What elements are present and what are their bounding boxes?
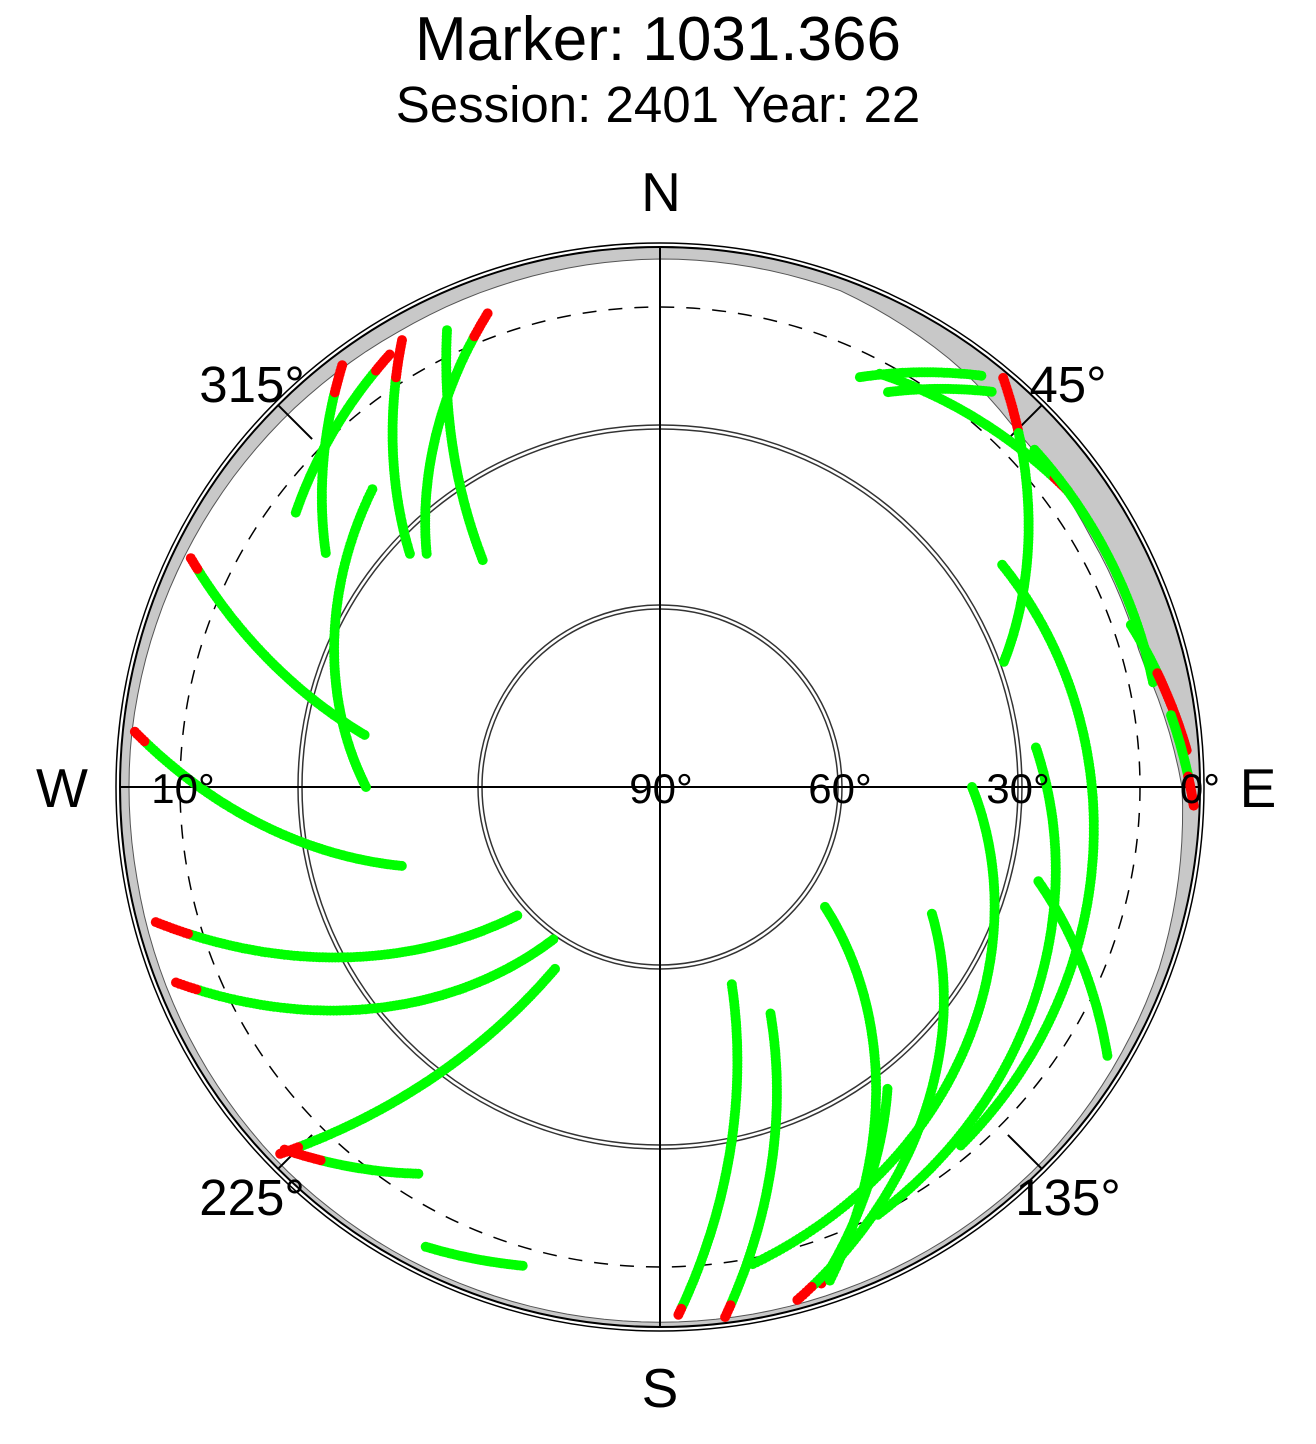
observation-point: [824, 1275, 835, 1286]
satellite-track-8: [1033, 876, 1113, 1061]
satellite-track-1: [854, 367, 987, 383]
observation-point: [998, 656, 1009, 667]
satellite-track-24: [185, 553, 370, 740]
observation-point: [1102, 1050, 1113, 1061]
elevation-label-0: 0°: [1180, 765, 1220, 812]
compass-north: N: [641, 161, 681, 223]
satellite-track-12: [816, 1083, 893, 1289]
satellite-track-29: [316, 360, 348, 558]
observation-point: [986, 386, 997, 397]
satellite-track-28: [441, 325, 488, 566]
satellite-track-14: [792, 908, 949, 1305]
observation-point: [384, 349, 395, 360]
satellite-track-27: [420, 308, 493, 559]
azimuth-tick-315: [277, 404, 313, 440]
sky-grid: [115, 242, 1205, 1332]
azimuth-label-315: 315°: [199, 356, 305, 413]
observation-point: [367, 484, 378, 495]
chart-subtitle: Session: 2401 Year: 22: [396, 76, 921, 133]
compass-south: S: [642, 1357, 679, 1419]
observation-point: [185, 553, 196, 564]
satellite-track-13: [820, 901, 882, 1286]
satellite-track-26: [387, 335, 415, 559]
satellite-track-4: [998, 372, 1034, 667]
elevation-label-30: 30°: [986, 765, 1050, 812]
satellite-track-9: [955, 559, 1099, 1151]
elevation-label-60: 60°: [808, 765, 872, 812]
observation-point: [420, 1241, 431, 1252]
observation-point: [337, 360, 348, 371]
satellite-track-22: [129, 726, 407, 871]
azimuth-label-45: 45°: [1029, 356, 1106, 413]
satellite-tracks: [129, 308, 1199, 1322]
observation-point: [171, 977, 181, 988]
compass-west: W: [36, 757, 88, 819]
compass-east: E: [1240, 757, 1277, 819]
observation-point: [279, 1144, 290, 1155]
horizon-circle-outer: [115, 242, 1205, 1332]
observation-point: [1188, 800, 1199, 811]
satellite-track-15: [720, 1008, 782, 1322]
satellite-track-17: [275, 963, 560, 1159]
satellite-track-7: [1166, 710, 1199, 811]
azimuth-tick-135: [1007, 1134, 1043, 1170]
observation-point: [150, 917, 161, 928]
observation-point: [397, 335, 407, 346]
satellite-track-18: [420, 1241, 528, 1271]
satellite-track-19: [279, 1144, 424, 1179]
observation-point: [129, 726, 140, 737]
azimuth-label-135: 135°: [1015, 1169, 1121, 1226]
observation-point: [792, 1294, 803, 1305]
elevation-label-90: 90°: [629, 765, 693, 812]
satellite-track-11: [872, 742, 1061, 1220]
satellite-track-23: [329, 484, 378, 792]
chart-title: Marker: 1031.366: [415, 5, 901, 74]
satellite-track-21: [150, 910, 523, 963]
observation-point: [442, 325, 452, 336]
observation-point: [720, 1312, 731, 1322]
observation-point: [482, 308, 493, 319]
observation-point: [976, 370, 987, 381]
azimuth-tick-45: [1007, 404, 1043, 440]
azimuth-label-225: 225°: [199, 1169, 305, 1226]
satellite-track-20: [171, 934, 559, 1016]
satellite-track-16: [673, 979, 743, 1320]
elevation-label-10: 10°: [151, 765, 215, 812]
observation-point: [673, 1309, 684, 1320]
